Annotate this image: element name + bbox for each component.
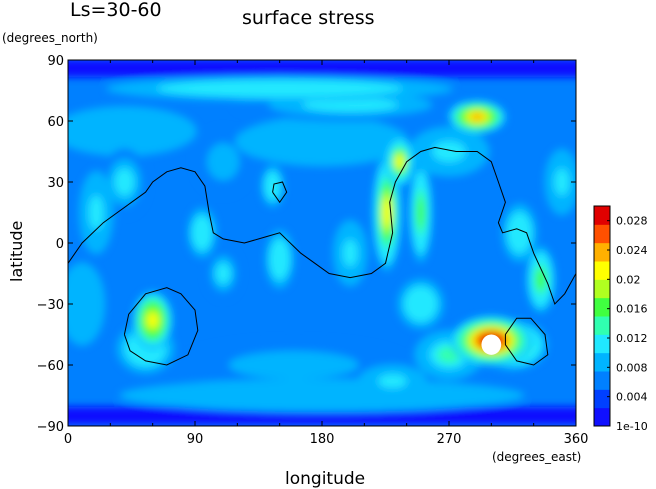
x-tick-label-90: 90 (187, 432, 204, 447)
contour-line-1 (123, 287, 199, 366)
colorbar-segment-6 (594, 297, 610, 317)
colorbar-label-0: 0.004 (616, 391, 648, 404)
colorbar-segment-4 (594, 334, 610, 354)
stress-feature-17-level-2 (196, 222, 209, 244)
contour-line-0 (68, 146, 576, 305)
y-axis-label: latitude (7, 221, 26, 282)
colorbar-frame (593, 205, 611, 427)
stress-feature-16-level-2 (267, 177, 278, 195)
saturated-spot (481, 334, 502, 355)
colorbar-segment-11 (594, 206, 610, 225)
y-axis-ticks: −90 −60 −30 0 30 60 90 (37, 54, 576, 435)
y-tick-label--60: −60 (37, 359, 64, 374)
y-tick-label-30: 30 (47, 176, 64, 191)
stress-feature-28-level-7 (470, 113, 484, 121)
stress-feature-13-level-2 (554, 168, 570, 196)
colorbar-label-4: 0.02 (616, 273, 641, 286)
stress-feature-8-level-2 (302, 97, 399, 112)
colorbar-segment-9 (594, 242, 610, 262)
stress-feature-19-level-2 (207, 83, 352, 94)
colorbar-segment-8 (594, 261, 610, 280)
colorbar-bottom-label: 1e-10 (616, 420, 648, 433)
stress-feature-25-level-6 (383, 198, 391, 227)
stress-feature-1-level-1 (207, 142, 240, 181)
stress-feature-12-level-2 (378, 374, 407, 389)
colorbar-label-5: 0.024 (616, 244, 648, 257)
colorbar-segment-2 (594, 371, 610, 390)
stress-feature-3-level-1 (83, 117, 166, 146)
x-axis-ticks: 0 90 180 270 360 (64, 60, 589, 447)
stress-feature-2-level-1 (273, 127, 371, 156)
chart-title: surface stress (242, 7, 375, 29)
colorbar-label-1: 0.008 (616, 361, 648, 374)
stress-feature-22-level-4 (417, 197, 425, 228)
colorbar-label-3: 0.016 (616, 303, 648, 316)
y-tick-label-0: 0 (56, 237, 64, 252)
stress-feature-6-level-2 (216, 263, 231, 284)
colorbar-segment-7 (594, 279, 610, 299)
x-tick-label-270: 270 (437, 432, 462, 447)
y-tick-label-60: 60 (47, 115, 64, 130)
colorbar-segment-10 (594, 224, 610, 244)
colorbar-segment-5 (594, 316, 610, 335)
stress-feature-26-level-6 (396, 155, 404, 168)
stress-feature-18-level-2 (273, 247, 286, 272)
colorbar-label-6: 0.028 (616, 215, 648, 228)
x-tick-label-0: 0 (64, 432, 72, 447)
stress-feature-5-level-1 (69, 280, 96, 328)
contour-line-3 (504, 317, 549, 366)
colorbar-label-2: 0.012 (616, 332, 648, 345)
x-unit-label: (degrees_east) (492, 450, 581, 464)
stress-feature-9-level-2 (343, 239, 358, 267)
y-tick-label-90: 90 (47, 54, 64, 69)
colorbar-segment-3 (594, 352, 610, 372)
stress-feature-23-level-4 (536, 269, 546, 290)
x-axis-label: longitude (285, 469, 365, 489)
y-tick-label--30: −30 (37, 298, 64, 313)
stress-feature-11-level-2 (432, 141, 466, 162)
season-label: Ls=30-60 (70, 0, 162, 21)
y-tick-label--90: −90 (37, 420, 64, 435)
low-band-0 (68, 406, 576, 425)
colorbar-segment-0 (594, 407, 610, 427)
stress-feature-20-level-2 (411, 293, 431, 315)
colorbar: 0.004 0.008 0.012 0.016 0.02 0.024 0.028 1e-10 (593, 205, 648, 433)
colorbar-segment-1 (594, 389, 610, 409)
stress-feature-7-level-2 (114, 168, 135, 196)
stress-feature-0-level-1 (228, 351, 359, 379)
y-unit-label: (degrees_north) (2, 31, 98, 45)
plot-area (68, 60, 576, 426)
x-tick-label-180: 180 (310, 432, 335, 447)
contour-lines (68, 146, 576, 366)
stress-feature-15-level-2 (512, 220, 527, 245)
stress-feature-27-level-6 (147, 313, 158, 328)
contour-line-2 (272, 181, 288, 204)
x-tick-label-360: 360 (564, 432, 589, 447)
stress-feature-10-level-2 (89, 195, 104, 230)
